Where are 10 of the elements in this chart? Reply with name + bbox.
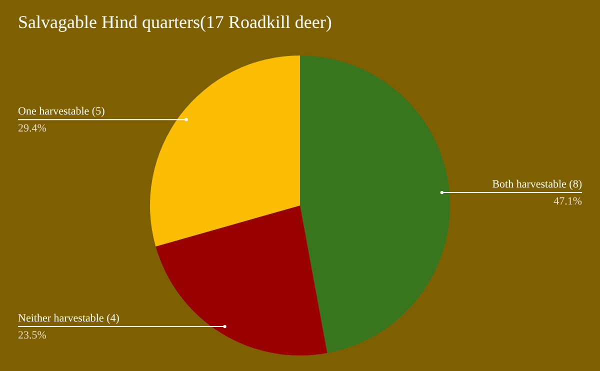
data-label: 29.4%: [18, 122, 46, 135]
slice-label: Neither harvestable (4): [18, 312, 120, 325]
slice-label: Both harvestable (8): [492, 178, 582, 191]
pie-slice: [300, 56, 450, 354]
data-label: 23.5%: [18, 330, 46, 342]
slice-label: One harvestable (5): [18, 106, 106, 118]
pie-slice: [150, 56, 300, 246]
data-label: 47.1%: [554, 196, 582, 208]
pie-slice: [156, 206, 328, 356]
chart-title: Salvagable Hind quarters(17 Roadkill deer): [18, 12, 332, 32]
